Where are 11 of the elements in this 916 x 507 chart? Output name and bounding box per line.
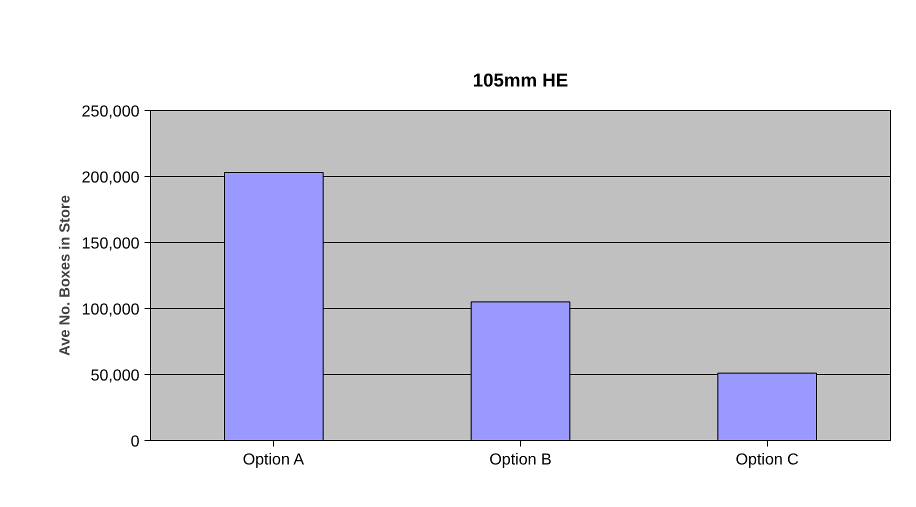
y-tick-label: 250,000 [82, 104, 140, 120]
y-tick-label: 150,000 [82, 236, 140, 252]
x-tick-label: Option B [489, 452, 552, 468]
y-tick-label: 50,000 [90, 368, 140, 384]
x-tick-label: Option A [242, 452, 304, 468]
chart-title: 105mm HE [472, 70, 568, 90]
x-tick-label: Option C [736, 452, 799, 468]
y-tick-label: 100,000 [82, 302, 140, 318]
y-axis-title: Ave No. Boxes in Store [58, 195, 74, 356]
y-tick-label: 200,000 [82, 170, 140, 186]
y-tick-label: 0 [130, 434, 140, 450]
